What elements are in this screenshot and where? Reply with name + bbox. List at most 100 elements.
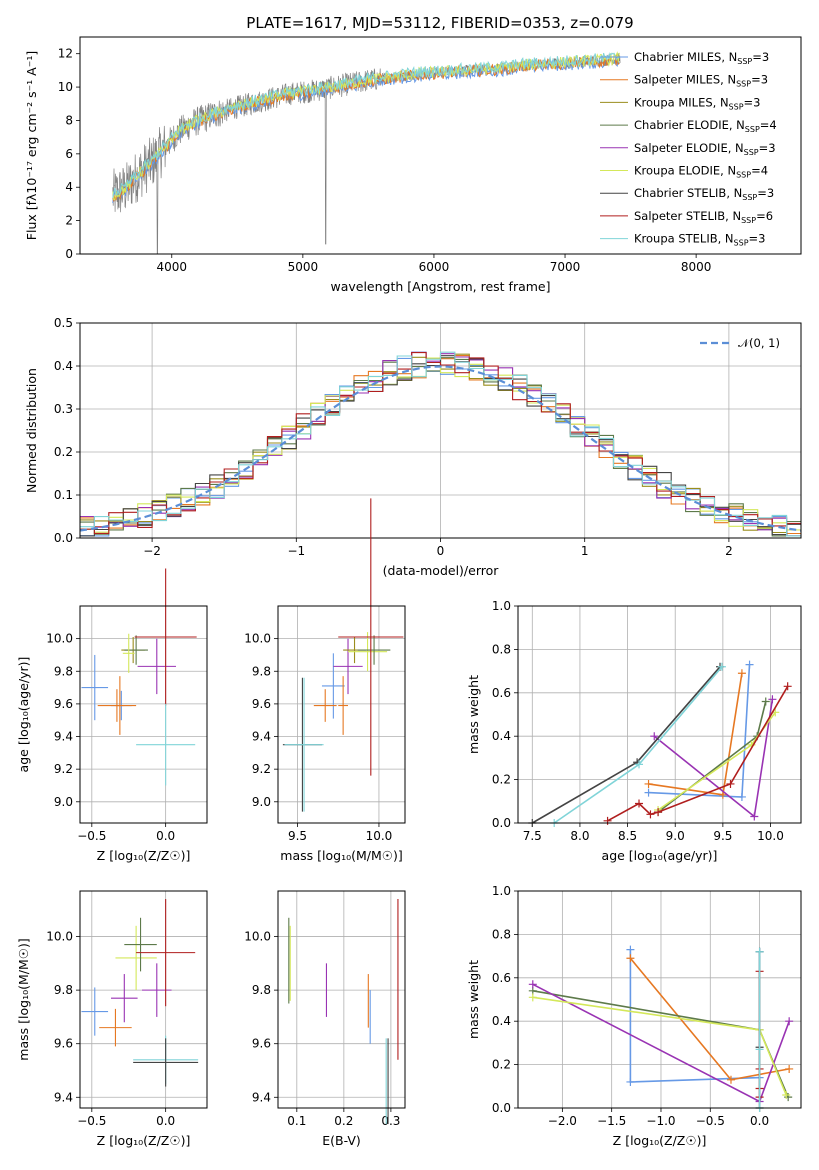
x-tick-label: 5000 <box>288 260 319 274</box>
y-tick-label: 9.6 <box>54 697 73 711</box>
x-tick-label: −1.5 <box>597 1114 626 1128</box>
legend-label: Kroupa MILES, NSSP=3 <box>634 95 760 111</box>
legend-label: 𝒩(0, 1) <box>738 336 780 350</box>
y-tick-label: 9.8 <box>54 983 73 997</box>
data-point <box>136 899 196 1007</box>
figure-title: PLATE=1617, MJD=53112, FIBERID=0353, z=0… <box>246 14 633 32</box>
y-tick-label: 0.2 <box>54 445 73 459</box>
y-tick-label: 9.4 <box>54 1090 73 1104</box>
data-point <box>99 1008 132 1047</box>
legend-label-main: Chabrier MILES, N <box>634 50 737 64</box>
y-tick-label: 0.8 <box>492 642 511 656</box>
x-tick-label: −0.5 <box>77 1114 106 1128</box>
x-tick-label: 0.2 <box>334 1114 353 1128</box>
data-point <box>115 925 157 991</box>
y-tick-label: 0 <box>65 247 73 261</box>
panel-weight-vs-Z: −2.0 −1.5 −1.0 −0.5 0.0 0.0 0.2 0.4 0.6 0.8 1.0 Z [… <box>466 884 802 1148</box>
axes-frame <box>79 605 208 824</box>
data-point <box>81 654 109 721</box>
y-tick-label: 12 <box>58 47 73 61</box>
weight-marker <box>768 695 777 704</box>
data-point <box>348 632 388 672</box>
axes-frame <box>517 605 802 824</box>
x-tick-label: 9.0 <box>666 829 685 843</box>
weight-marker <box>528 993 537 1002</box>
y-tick-label: 9.0 <box>252 795 271 809</box>
weight-marker <box>635 760 644 769</box>
x-tick-label: 0 <box>437 544 445 558</box>
histogram-salpeter-stelib <box>80 352 801 534</box>
data-point <box>321 653 345 719</box>
y-tick-label: 10.0 <box>46 930 73 944</box>
x-tick-label: 9.5 <box>713 829 732 843</box>
legend-label-sub: SSP <box>745 125 760 134</box>
panel-age-vs-mass: 9.5 10.0 9.0 9.2 9.4 9.6 9.8 10.0 mass [log₁₀(M/… <box>244 498 406 863</box>
data-point <box>111 974 138 1023</box>
legend-label-main: Salpeter STELIB, N <box>634 209 741 223</box>
y-tick-label: 9.2 <box>54 762 73 776</box>
panel-spectrum: 4000 5000 6000 7000 8000 0 2 4 6 8 10 12 wavelength … <box>24 36 802 294</box>
data-point <box>142 963 172 1017</box>
legend-label-main: Kroupa MILES, N <box>634 95 729 109</box>
y-tick-label: 9.6 <box>54 1037 73 1051</box>
x-axis-label: (data-model)/error <box>383 563 500 578</box>
y-tick-label: 9.0 <box>54 795 73 809</box>
data-point <box>134 568 197 706</box>
y-tick-label: 0.0 <box>492 1101 511 1115</box>
x-axis-label: E(B-V) <box>322 1133 361 1148</box>
y-tick-label: 9.2 <box>252 762 271 776</box>
legend-label: Salpeter STELIB, NSSP=6 <box>634 209 773 225</box>
legend-label: Chabrier MILES, NSSP=3 <box>634 50 769 66</box>
legend-label-sub: SSP <box>741 216 756 225</box>
plot-area-age-vs-Z <box>81 568 197 786</box>
weight-marker <box>755 947 764 956</box>
x-tick-label: 0.0 <box>156 1114 175 1128</box>
y-axis-label: Normed distribution <box>24 368 39 493</box>
x-tick-label: −0.5 <box>696 1114 725 1128</box>
legend-label-tail: =3 <box>759 141 776 155</box>
x-axis-label: Z [log₁₀(Z/Z☉)] <box>613 1133 707 1148</box>
data-point <box>338 498 404 776</box>
weight-marker <box>644 779 653 788</box>
weight-marker <box>603 816 612 825</box>
data-point <box>357 635 391 665</box>
legend-label-tail: =3 <box>749 232 766 246</box>
legend-label: Chabrier STELIB, NSSP=3 <box>634 186 774 202</box>
weight-marker <box>626 1077 635 1086</box>
y-tick-label: 9.4 <box>252 1090 271 1104</box>
y-tick-label: 9.8 <box>252 664 271 678</box>
y-tick-label: 0.1 <box>54 488 73 502</box>
data-point <box>284 677 324 812</box>
x-tick-label: 0.0 <box>750 1114 769 1128</box>
weight-marker <box>726 1075 735 1084</box>
data-point <box>137 638 176 695</box>
y-tick-label: 0.4 <box>54 359 73 373</box>
axes-frame <box>517 890 802 1109</box>
weight-marker <box>626 954 635 963</box>
legend-label-sub: SSP <box>744 148 759 157</box>
legend-label-tail: =3 <box>751 73 768 87</box>
x-tick-label: 10.0 <box>757 829 784 843</box>
weight-line <box>607 685 789 822</box>
legend-label-sub: SSP <box>742 193 757 202</box>
x-tick-label: 8.0 <box>570 829 589 843</box>
weight-marker <box>726 779 735 788</box>
panel-weight-vs-age: 7.5 8.0 8.5 9.0 9.5 10.0 0.0 0.2 0.4 0.6 0.8 1.0 age… <box>466 599 802 863</box>
data-point <box>81 987 109 1036</box>
axes-frame <box>79 322 802 539</box>
y-tick-label: 8 <box>65 113 73 127</box>
weight-marker <box>785 1017 794 1026</box>
weight-line <box>629 949 761 1083</box>
y-tick-label: 0.6 <box>492 686 511 700</box>
weight-marker <box>654 808 663 817</box>
data-point <box>313 689 337 722</box>
histogram-kroupa-stelib <box>80 351 801 537</box>
panel-age-vs-Z: −0.5 0.0 9.0 9.2 9.4 9.6 9.8 10.0 Z [log₁₀(Z/Z☉)… <box>16 568 208 863</box>
y-tick-label: 0.0 <box>492 816 511 830</box>
x-tick-label: 4000 <box>156 260 187 274</box>
plot-area-residuals <box>79 351 802 537</box>
x-axis-label: mass [log₁₀(M/M☉)] <box>280 848 402 863</box>
y-tick-label: 0.3 <box>54 402 73 416</box>
legend-label: Salpeter ELODIE, NSSP=3 <box>634 141 776 157</box>
legend-label-main: Kroupa ELODIE, N <box>634 164 736 178</box>
